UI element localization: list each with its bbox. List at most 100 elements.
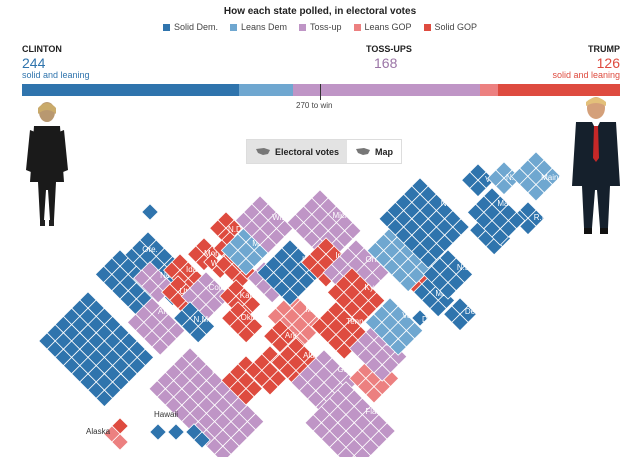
state-tile-maine[interactable] bbox=[527, 184, 545, 202]
state-tile-okla[interactable] bbox=[237, 325, 255, 344]
legend-tossup: Toss-up bbox=[298, 22, 342, 32]
state-tile-del[interactable] bbox=[451, 313, 469, 332]
legend-label: Leans GOP bbox=[364, 22, 412, 32]
state-tile-sc[interactable] bbox=[365, 386, 383, 404]
state-label: Ala. bbox=[303, 351, 317, 360]
win-threshold-label: 270 to win bbox=[296, 101, 333, 110]
state-tile-nm[interactable] bbox=[189, 325, 207, 344]
state-label: Kan. bbox=[240, 291, 256, 300]
swatch-solid-gop bbox=[423, 23, 431, 31]
tossups-label: TOSS-UPS bbox=[366, 44, 412, 54]
legend-label: Solid GOP bbox=[434, 22, 478, 32]
map-label: Map bbox=[375, 146, 394, 157]
swatch-tossup bbox=[298, 23, 306, 31]
bar-segment-leans_gop bbox=[479, 84, 498, 96]
state-tile-ky[interactable] bbox=[351, 308, 369, 326]
bar-segment-solid_dem bbox=[22, 84, 239, 96]
state-tile-md[interactable] bbox=[429, 299, 447, 318]
state-tile-vt[interactable] bbox=[469, 179, 487, 198]
state-label: Idaho bbox=[186, 265, 207, 274]
state-tile-extra[interactable] bbox=[141, 203, 159, 221]
clinton-sub: solid and leaning bbox=[22, 70, 90, 80]
state-tile-miss[interactable] bbox=[261, 378, 279, 396]
tossups-votes: 168 bbox=[374, 55, 398, 71]
state-label: Mo. bbox=[305, 305, 318, 314]
state-tile-wis[interactable] bbox=[259, 236, 277, 254]
state-label: Tenn. bbox=[346, 317, 366, 326]
state-tile-nc[interactable] bbox=[373, 364, 391, 382]
state-tile-minn[interactable] bbox=[237, 258, 255, 276]
state-tile-ny[interactable] bbox=[419, 251, 437, 269]
legend: Solid Dem. Leans Dem Toss-up Leans GOP S… bbox=[0, 22, 640, 32]
state-tile-alaska[interactable] bbox=[111, 433, 129, 451]
state-label: N.M. bbox=[194, 315, 211, 324]
state-tile-nj[interactable] bbox=[439, 282, 457, 300]
state-tile-ill[interactable] bbox=[281, 288, 299, 306]
state-label: Nev. bbox=[160, 271, 176, 280]
swatch-leans-gop bbox=[353, 23, 361, 31]
bar-segment-leans_dem bbox=[238, 84, 294, 96]
state-tile-dc[interactable] bbox=[411, 309, 429, 327]
state-tile-ariz[interactable] bbox=[151, 338, 169, 356]
state-label: N.J. bbox=[457, 263, 471, 272]
state-label: Del. bbox=[465, 307, 479, 316]
state-tile-la[interactable] bbox=[237, 388, 255, 406]
state-label: Ariz. bbox=[158, 307, 174, 316]
state-label: Mich. bbox=[332, 211, 351, 220]
us-map-icon bbox=[356, 148, 371, 155]
state-tile-mass[interactable] bbox=[491, 228, 509, 246]
swatch-solid-dem bbox=[162, 23, 170, 31]
legend-solid-dem: Solid Dem. bbox=[162, 22, 218, 32]
swatch-leans-dem bbox=[229, 23, 237, 31]
chart-title: How each state polled, in electoral vote… bbox=[223, 6, 417, 17]
state-label: Wash. bbox=[163, 221, 185, 230]
state-label: Mont. bbox=[204, 249, 224, 258]
electoral-bar bbox=[22, 84, 620, 96]
state-tile-fla[interactable] bbox=[337, 446, 355, 457]
legend-leans-dem: Leans Dem bbox=[229, 22, 287, 32]
state-tile-hawaii[interactable] bbox=[149, 423, 167, 441]
map-tab[interactable]: Map bbox=[347, 140, 402, 163]
state-tile-pa[interactable] bbox=[399, 274, 417, 293]
state-tile-hawaii[interactable] bbox=[193, 431, 211, 449]
legend-label: Toss-up bbox=[309, 22, 342, 32]
state-label: Tex. bbox=[211, 367, 226, 376]
state-label: Mass. bbox=[497, 199, 518, 208]
state-label: Ky. bbox=[365, 283, 376, 292]
state-tile-va[interactable] bbox=[389, 338, 407, 356]
state-tile-nh[interactable] bbox=[495, 177, 513, 196]
alaska-label: Alaska bbox=[86, 427, 111, 436]
state-tile-hawaii[interactable] bbox=[167, 423, 185, 441]
win-threshold-marker bbox=[320, 84, 321, 100]
trump-votes: 126 bbox=[596, 55, 620, 71]
state-label: Wis. bbox=[272, 213, 288, 222]
state-label: N.D. bbox=[228, 225, 244, 234]
state-tile-tex[interactable] bbox=[214, 445, 232, 457]
state-label: Maine bbox=[541, 173, 563, 182]
legend-label: Leans Dem bbox=[240, 22, 287, 32]
electoral-votes-label: Electoral votes bbox=[275, 146, 340, 157]
state-label: Ore. bbox=[142, 245, 158, 254]
trump-sub: solid and leaning bbox=[552, 70, 620, 80]
state-label: Ark. bbox=[285, 331, 299, 340]
state-tile-calif[interactable] bbox=[95, 389, 114, 408]
hawaii-label: Hawaii bbox=[154, 410, 179, 419]
state-tile-fla[interactable] bbox=[353, 446, 372, 457]
us-map-icon bbox=[256, 148, 270, 155]
clinton-label: CLINTON bbox=[22, 44, 62, 54]
state-label: Va. bbox=[402, 311, 413, 320]
state-label: R.I. bbox=[534, 213, 546, 222]
state-tile-ri[interactable] bbox=[519, 217, 537, 236]
bar-segment-solid_gop bbox=[497, 84, 620, 96]
trump-label: TRUMP bbox=[588, 44, 620, 54]
bar-segment-tossup bbox=[293, 84, 480, 96]
legend-solid-gop: Solid GOP bbox=[423, 22, 478, 32]
state-label: Ga. bbox=[338, 365, 351, 374]
state-label: N.Y. bbox=[441, 199, 456, 208]
electoral-votes-tab[interactable]: Electoral votes bbox=[247, 140, 348, 163]
state-label: Colo. bbox=[209, 283, 228, 292]
clinton-votes: 244 bbox=[22, 55, 46, 71]
state-label: D.C. bbox=[422, 315, 438, 324]
legend-label: Solid Dem. bbox=[173, 22, 218, 32]
